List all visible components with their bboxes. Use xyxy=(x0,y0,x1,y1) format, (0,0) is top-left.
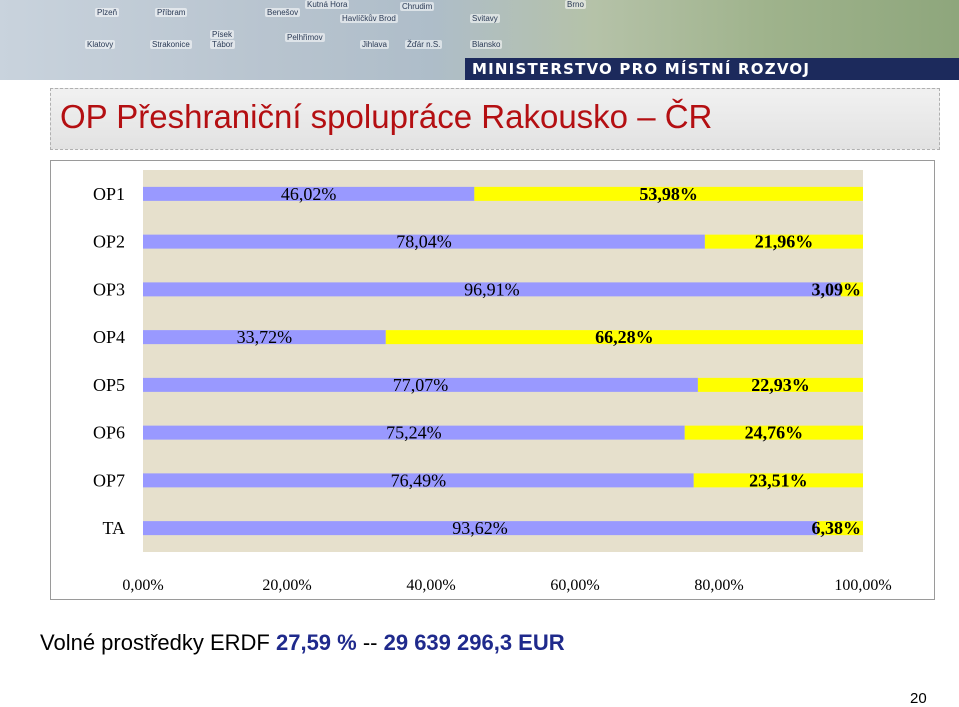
header-banner: Plzeň Příbram Benešov Kutná Hora Chrudim Havl… xyxy=(0,0,959,80)
category-label: OP2 xyxy=(93,232,125,252)
map-town-label: Příbram xyxy=(155,8,188,17)
x-tick-label: 20,00% xyxy=(262,577,311,594)
x-tick-label: 80,00% xyxy=(694,577,743,594)
category-label: OP4 xyxy=(93,327,125,347)
map-town-label: Písek xyxy=(210,30,235,39)
plot-area xyxy=(143,170,863,552)
map-town-label: Blansko xyxy=(470,40,503,49)
map-town-label: Klatovy xyxy=(85,40,116,49)
category-label: TA xyxy=(102,518,125,538)
bar-segment xyxy=(704,234,863,249)
bar-segment xyxy=(143,521,818,536)
data-label: 75,24% xyxy=(386,423,442,443)
x-tick-label: 60,00% xyxy=(550,577,599,594)
x-tick-label: 0,00% xyxy=(122,577,163,594)
map-town-label: Pelhřimov xyxy=(285,33,325,42)
bar-segment xyxy=(143,425,685,440)
data-label: 76,49% xyxy=(391,470,447,490)
stacked-bar-chart: OP1 46,02% 53,98% OP2 78,04% 21,96% OP3 96,91% 3… xyxy=(93,170,892,594)
map-town-label: Brno xyxy=(565,0,586,9)
bar-segment xyxy=(693,473,863,488)
category-label: OP5 xyxy=(93,375,125,395)
data-label: 53,98% xyxy=(639,184,698,204)
data-label: 33,72% xyxy=(237,327,293,347)
category-label: OP7 xyxy=(93,470,125,490)
data-label: 6,38% xyxy=(812,518,862,538)
map-town-label: Havlíčkův Brod xyxy=(340,14,398,23)
map-town-label: Svitavy xyxy=(470,14,500,23)
data-label: 21,96% xyxy=(755,232,814,252)
bar-segment xyxy=(143,330,386,345)
ministry-strip xyxy=(465,58,959,80)
bar-segment xyxy=(143,473,694,488)
data-label: 78,04% xyxy=(396,232,452,252)
footer-label: Volné prostředky ERDF xyxy=(40,630,276,655)
data-label: 96,91% xyxy=(464,279,519,299)
data-label: 23,51% xyxy=(749,470,808,490)
title-box xyxy=(50,88,940,150)
data-label: 24,76% xyxy=(745,423,804,443)
footer-summary: Volné prostředky ERDF 27,59 % -- 29 639 … xyxy=(40,630,565,656)
footer-amount: 29 639 296,3 EUR xyxy=(383,630,565,655)
data-label: 22,93% xyxy=(751,375,810,395)
data-label: 77,07% xyxy=(393,375,449,395)
category-label: OP3 xyxy=(93,279,125,299)
bar-segment xyxy=(385,330,863,345)
footer-percent: 27,59 % xyxy=(275,630,357,655)
bar-segment xyxy=(697,377,863,392)
map-town-label: Plzeň xyxy=(95,8,120,17)
footer-separator: -- xyxy=(356,630,384,655)
bar-segment xyxy=(143,282,841,297)
category-label: OP1 xyxy=(93,184,125,204)
data-label: 93,62% xyxy=(452,518,508,538)
map-town-label: Strakonice xyxy=(150,40,192,49)
slide-title: OP Přeshraniční spolupráce Rakousko – ČR xyxy=(60,98,713,135)
map-town-label: Benešov xyxy=(265,8,301,17)
bar-segment xyxy=(840,282,863,297)
data-label: 46,02% xyxy=(281,184,337,204)
bar-segment xyxy=(143,234,705,249)
page-number: 20 xyxy=(910,690,927,707)
map-town-label: Jihlava xyxy=(360,40,389,49)
map-town-label: Kutná Hora xyxy=(305,0,350,9)
bar-segment xyxy=(143,377,698,392)
x-tick-label: 100,00% xyxy=(834,577,891,594)
map-town-label: Tábor xyxy=(210,40,235,49)
x-tick-label: 40,00% xyxy=(406,577,455,594)
data-label: 3,09% xyxy=(812,279,862,299)
map-town-label: Chrudim xyxy=(400,2,435,11)
bar-segment xyxy=(143,186,475,201)
bar-segment xyxy=(474,186,863,201)
category-label: OP6 xyxy=(93,423,125,443)
bar-segment xyxy=(684,425,863,440)
map-town-label: Žďár n.S. xyxy=(405,40,443,49)
data-label: 66,28% xyxy=(595,327,654,347)
ministry-name: MINISTERSTVO PRO MÍSTNÍ ROZVOJ xyxy=(472,60,811,78)
bar-segment xyxy=(817,521,863,536)
